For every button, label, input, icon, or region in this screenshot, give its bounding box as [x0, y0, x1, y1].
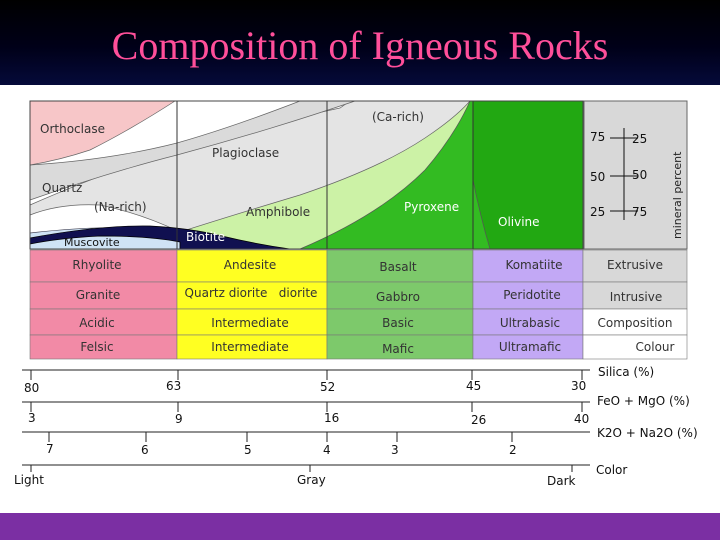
na-rich-label: (Na-rich): [94, 200, 147, 214]
k2o-tick-5: 5: [244, 443, 252, 457]
table-cell: [582, 334, 688, 360]
diagram-border: [29, 100, 584, 250]
color-tick-gray: Gray: [297, 473, 326, 487]
k2o-tick-7: 7: [46, 442, 54, 456]
pyroxene-label: Pyroxene: [404, 200, 459, 214]
composition-label: Composition: [598, 316, 673, 330]
table-cell: [472, 334, 584, 360]
extrusive-label: Extrusive: [607, 258, 663, 272]
mineral-percent-right-50: 50: [632, 168, 647, 182]
biotite-label: Biotite: [186, 230, 225, 244]
biotite-region: [29, 225, 291, 250]
table-cell: [472, 281, 584, 310]
orthoclase-label: Orthoclase: [40, 122, 105, 136]
ultrabasic-label: Ultrabasic: [500, 316, 560, 330]
ca-rich-label: (Ca-rich): [372, 110, 424, 124]
quartz-diorite-label: Quartz diorite diorite: [185, 286, 318, 300]
silica-tick-30: 30: [571, 379, 586, 393]
silica-label: Silica (%): [598, 365, 654, 379]
classification-table: Rhyolite Andesite Basalt Komatiite Extru…: [29, 249, 688, 360]
mineral-percent-label: mineral percent: [671, 151, 684, 239]
silica-scale: 80 63 52 45 30 Silica (%): [22, 365, 654, 395]
peridotite-label: Peridotite: [503, 288, 561, 302]
mineral-percent-right-25: 25: [632, 132, 647, 146]
gabbro-label: Gabbro: [376, 290, 420, 304]
muscovite-label: Muscovite: [64, 236, 120, 249]
acidic-label: Acidic: [79, 316, 114, 330]
feo-tick-16: 16: [324, 411, 339, 425]
table-cell: [582, 249, 688, 283]
feo-tick-40: 40: [574, 412, 589, 426]
k2o-scale: 7 6 5 4 3 2 K2O + Na2O (%): [22, 426, 698, 457]
color-label: Color: [596, 463, 627, 477]
mineral-percent-left-25: 25: [590, 205, 605, 219]
feo-tick-26: 26: [471, 413, 486, 427]
table-cell: [326, 249, 474, 283]
k2o-tick-2: 2: [509, 443, 517, 457]
footer-bar: [0, 513, 720, 540]
basic-label: Basic: [382, 316, 414, 330]
table-cell: [29, 281, 178, 310]
k2o-tick-3: 3: [391, 443, 399, 457]
color-scale: Light Gray Dark Color: [14, 463, 627, 488]
feo-label: FeO + MgO (%): [597, 394, 690, 408]
feo-tick-3: 3: [28, 411, 36, 425]
orthoclase-region: [29, 100, 177, 166]
plagioclase-label: Plagioclase: [212, 146, 279, 160]
mineral-percent-left-50: 50: [590, 170, 605, 184]
ultramafic-label: Ultramafic: [499, 340, 561, 354]
basalt-label: Basalt: [379, 260, 417, 274]
andesite-label: Andesite: [224, 258, 277, 272]
color-tick-light: Light: [14, 473, 44, 487]
intermediate-label: Intermediate: [211, 316, 288, 330]
granite-label: Granite: [76, 288, 121, 302]
amphibole-label: Amphibole: [246, 205, 310, 219]
mineral-percent-right-75: 75: [632, 205, 647, 219]
feo-tick-9: 9: [175, 412, 183, 426]
table-cell: [472, 249, 584, 283]
table-cell: [326, 334, 474, 360]
colour-label: Colour: [636, 340, 675, 354]
silica-tick-63: 63: [166, 379, 181, 393]
silica-tick-45: 45: [466, 379, 481, 393]
olivine-label: Olivine: [498, 215, 540, 229]
k2o-label: K2O + Na2O (%): [597, 426, 698, 440]
table-cell: [472, 308, 584, 336]
table-cell: [176, 249, 328, 283]
quartz-label: Quartz: [42, 181, 82, 195]
mineral-percent-panel: [583, 100, 688, 250]
table-cell: [29, 334, 178, 360]
mafic-label: Mafic: [382, 342, 414, 356]
color-tick-dark: Dark: [547, 474, 576, 488]
table-cell: [29, 249, 178, 283]
k2o-tick-4: 4: [323, 443, 331, 457]
silica-tick-80: 80: [24, 381, 39, 395]
komatiite-label: Komatiite: [505, 258, 562, 272]
slide-title: Composition of Igneous Rocks: [111, 23, 609, 68]
feo-scale: 3 9 16 26 40 FeO + MgO (%): [22, 394, 690, 427]
table-cell: [176, 334, 328, 360]
rhyolite-label: Rhyolite: [72, 258, 121, 272]
silica-tick-52: 52: [320, 380, 335, 394]
title-bar: Composition of Igneous Rocks: [0, 0, 720, 85]
table-cell: [582, 308, 688, 336]
mineral-percent-left-75: 75: [590, 130, 605, 144]
intrusive-label: Intrusive: [610, 290, 662, 304]
felsic-label: Felsic: [80, 340, 113, 354]
table-cell: [582, 281, 688, 310]
intermediate-label-2: Intermediate: [211, 340, 288, 354]
k2o-tick-6: 6: [141, 443, 149, 457]
